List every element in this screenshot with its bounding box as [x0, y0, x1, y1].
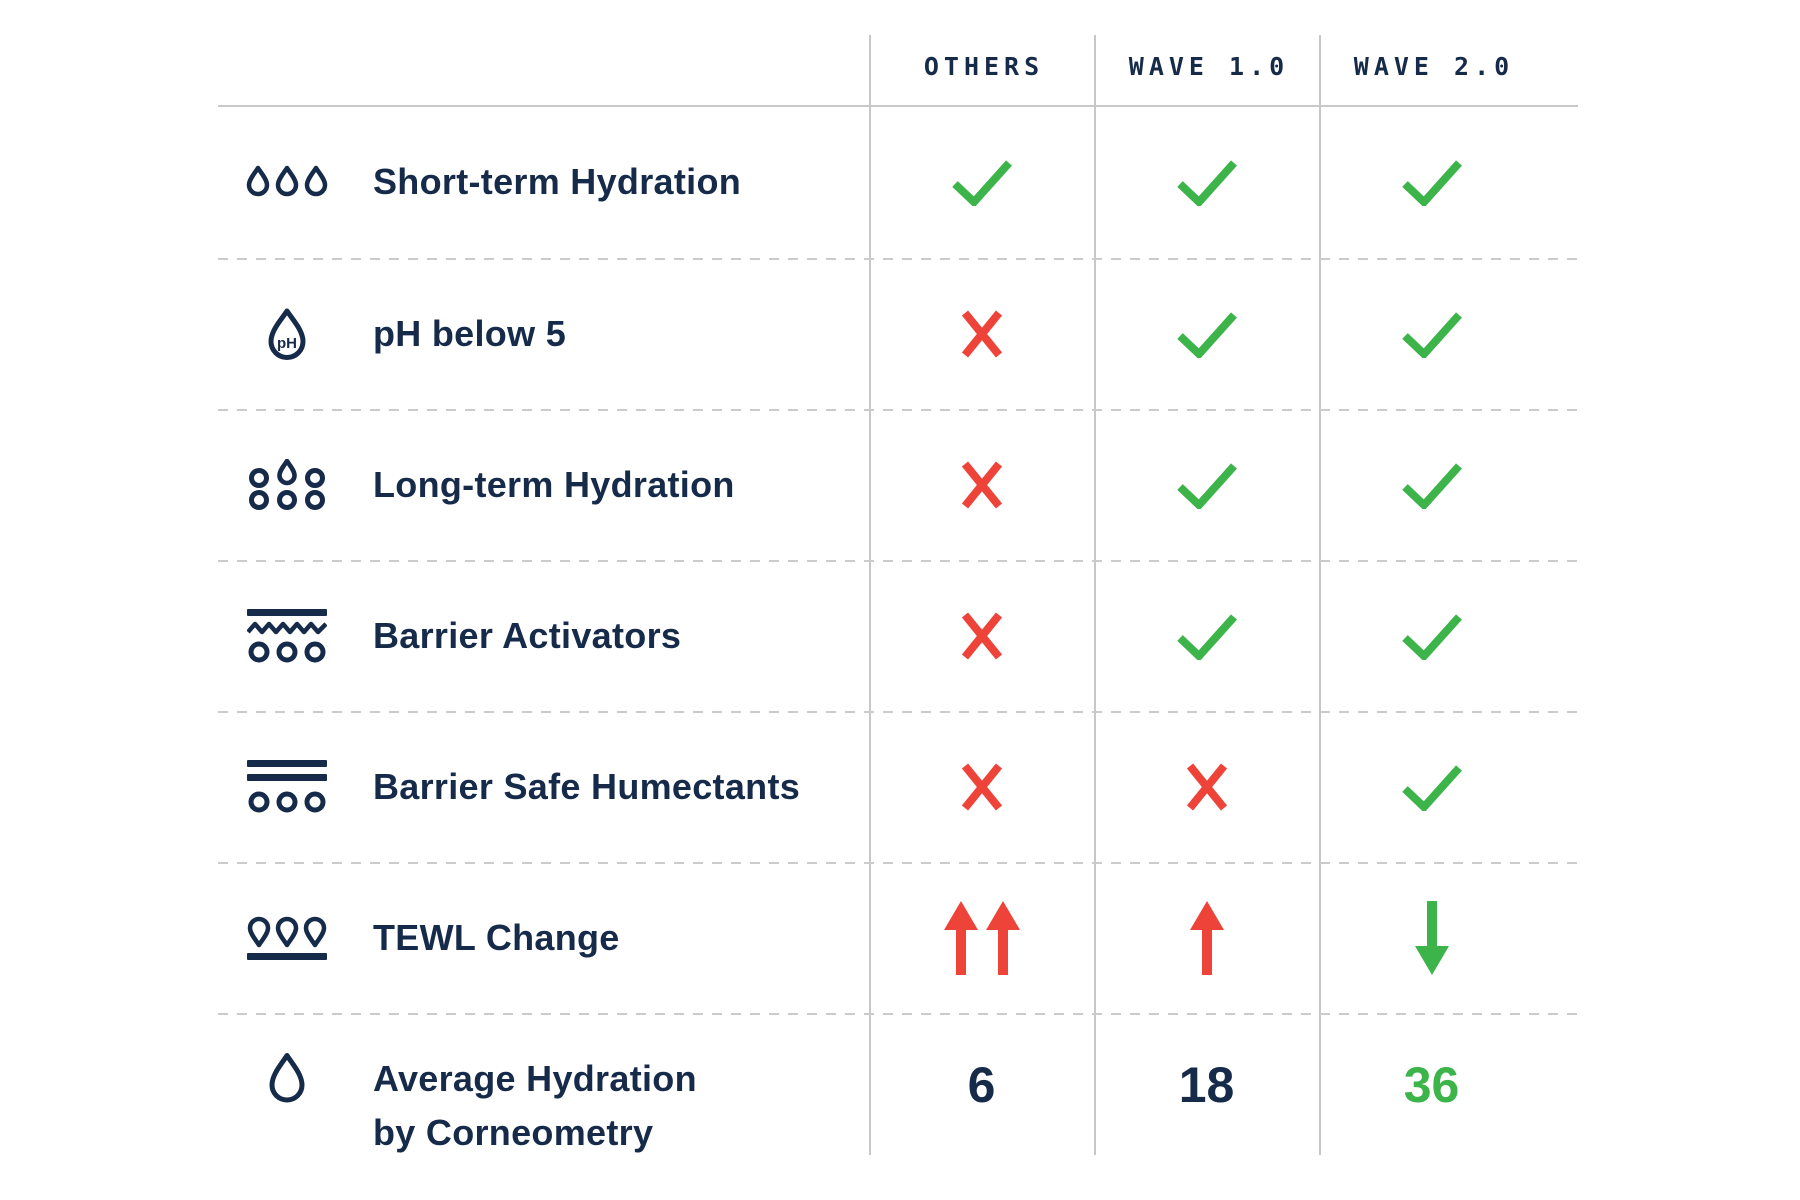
cross-icon [869, 609, 1094, 663]
check-icon [1094, 158, 1319, 206]
cross-icon [1094, 760, 1319, 814]
column-divider [1094, 35, 1096, 1155]
check-icon [1319, 461, 1544, 509]
droplet-icon [244, 1052, 330, 1104]
row-label: Long-term Hydration [373, 463, 735, 505]
droplets-trio-icon [244, 165, 330, 198]
row-label-line-1: Average Hydration [373, 1058, 697, 1099]
check-icon [1319, 612, 1544, 660]
column-divider [1319, 35, 1321, 1155]
check-icon [1094, 461, 1319, 509]
check-icon [869, 158, 1094, 206]
table-row: Long-term Hydration [218, 409, 1578, 562]
row-label: pH below 5 [373, 312, 567, 354]
check-icon [1094, 612, 1319, 660]
column-divider [869, 35, 871, 1155]
table-row: TEWL Change [218, 862, 1578, 1015]
barrier-wave-icon [244, 608, 330, 663]
row-label: Short-term Hydration [373, 160, 742, 202]
table-row: Barrier Activators [218, 560, 1578, 713]
table-row: Short-term Hydration [218, 105, 1578, 260]
cell-value-wave-2: 36 [1403, 1057, 1460, 1113]
column-header-others: OTHERS [923, 52, 1045, 81]
double-arrow-up-icon [869, 900, 1094, 975]
row-label: Barrier Safe Humectants [373, 765, 801, 807]
comparison-table: OTHERS WAVE 1.0 WAVE 2.0 Short-term Hydr… [218, 0, 1578, 1200]
check-icon [1094, 310, 1319, 358]
table-row: pH pH below 5 [218, 258, 1578, 411]
table-header: OTHERS WAVE 1.0 WAVE 2.0 [218, 0, 1578, 105]
ph-icon-label: pH [277, 335, 297, 352]
ph-drop-icon: pH [244, 307, 330, 361]
tewl-drops-icon [244, 915, 330, 961]
check-icon [1319, 158, 1544, 206]
row-label: TEWL Change [373, 916, 620, 958]
column-header-wave-1: WAVE 1.0 [1128, 52, 1290, 81]
hydration-grid-icon [244, 458, 330, 511]
header-underline [218, 105, 1578, 107]
cross-icon [869, 307, 1094, 361]
row-label-line-2: by Corneometry [373, 1112, 654, 1153]
check-icon [1319, 310, 1544, 358]
row-label: Average Hydration by Corneometry [373, 1052, 697, 1160]
row-label: Barrier Activators [373, 614, 682, 656]
table-row: Barrier Safe Humectants [218, 711, 1578, 864]
cross-icon [869, 458, 1094, 512]
arrow-up-icon [1094, 900, 1319, 975]
cross-icon [869, 760, 1094, 814]
cell-value-others: 6 [967, 1057, 996, 1113]
arrow-down-icon [1319, 900, 1544, 975]
table-row: Average Hydration by Corneometry 6 18 36 [218, 1013, 1578, 1200]
check-icon [1319, 763, 1544, 811]
cell-value-wave-1: 18 [1178, 1057, 1235, 1113]
column-header-wave-2: WAVE 2.0 [1353, 52, 1515, 81]
barrier-lines-icon [244, 760, 330, 813]
